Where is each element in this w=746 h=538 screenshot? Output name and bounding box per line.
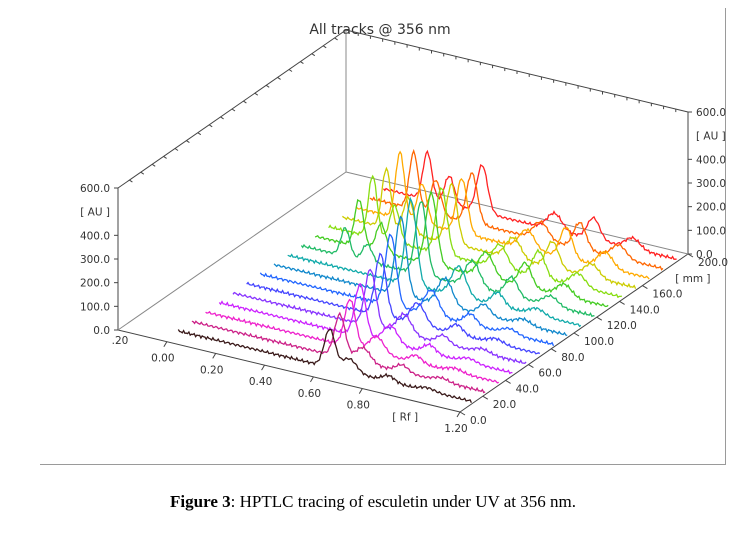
series-line-track-2 [191,311,486,394]
edge-tick [174,148,179,151]
edge-tick [163,155,167,159]
chromatogram-chart: All tracks @ 356 nm 0.0 100.0 200.0 300.0 40… [80,22,728,435]
edge-tick [151,163,156,167]
z-tick-mark [687,253,694,258]
z-tick-mark [505,379,511,384]
y-tick-label-right: 400.0 [696,154,726,166]
x-tick-mark [456,411,461,418]
y-tick-label-right: 600.0 [696,107,726,119]
z-tick-label: 200.0 [698,257,728,269]
z-tick-mark [459,411,466,416]
y-tick-label-right: 300.0 [696,178,726,190]
x-tick-label: 0.80 [347,400,370,412]
y-axis-label-left: [ AU ] [80,207,110,219]
y-axis-label-right: [ AU ] [696,131,726,143]
figure-frame [40,8,726,465]
x-tick-label: 0.60 [298,388,321,400]
x-tick-mark [261,364,266,371]
series-line-track-16 [382,149,677,260]
z-tick-label: 40.0 [516,383,539,395]
edge-tick [197,132,202,136]
chart-title: All tracks @ 356 nm [309,22,450,38]
traces-group [177,148,677,403]
x-tick-label: 0.20 [200,364,223,376]
series-line-track-10 [300,200,595,318]
z-tick-mark [596,316,603,321]
edge-tick [231,108,236,112]
x-tick-label-partial: .20 [112,335,129,347]
edge-tick [186,140,190,144]
z-tick-mark [642,285,648,290]
series-line-track-15 [369,148,664,271]
edge-tick [140,171,145,175]
series-line-track-6 [246,252,541,355]
x-tick-mark [309,376,314,383]
y-tick-label-left: 600.0 [80,183,110,195]
edge-tick [265,84,270,88]
z-tick-label: 20.0 [493,399,516,411]
z-tick-label: 140.0 [630,304,660,316]
edge-tick [311,53,316,57]
y-tick-label-right: 0.0 [696,249,713,261]
figure-caption: Figure 3: HPTLC tracing of esculetin und… [0,492,746,512]
y-tick-label-left: 100.0 [80,301,110,313]
z-tick-label: 60.0 [538,368,561,380]
y-tick-label-left: 200.0 [80,278,110,290]
z-tick-mark [550,348,557,353]
series-line-track-1 [177,328,472,403]
series-line-track-13 [342,166,637,289]
edge-tick [254,92,259,96]
x-tick-mark [163,341,168,347]
edge-tick [277,76,281,80]
z-tick-label: 80.0 [561,352,584,364]
series-line-track-9 [287,196,582,328]
back-bottom-left-edge [117,171,347,331]
z-tick-label: 0.0 [470,415,487,427]
x-tick-mark [358,388,363,394]
caption-text: : HPTLC tracing of esculetin under UV at… [230,492,576,511]
z-tick-mark [619,300,625,305]
z-tick-mark [482,395,489,400]
series-line-track-3 [205,298,500,384]
z-axis-label: [ mm ] [675,273,710,285]
edge-tick [208,124,213,128]
edge-tick [300,61,304,65]
series-line-track-14 [355,150,650,280]
edge-tick [243,100,247,104]
y-tick-label-left: 400.0 [80,230,110,242]
z-tick-label: 160.0 [652,289,682,301]
x-tick-mark [212,353,217,359]
y-tick-label-right: 100.0 [696,225,726,237]
z-tick-mark [528,364,534,369]
edge-tick [322,45,327,49]
z-tick-mark [573,332,580,337]
series-line-track-7 [259,233,555,347]
y-tick-label-left: 300.0 [80,254,110,266]
series-line-track-12 [328,174,623,299]
x-tick-label: 0.00 [151,353,174,365]
edge-tick [220,116,224,120]
series-line-track-8 [273,215,568,337]
series-line-track-4 [218,283,513,375]
edge-tick [334,37,338,41]
y-tick-label-left: 0.0 [93,325,110,337]
z-tick-label: 120.0 [607,320,637,332]
x-axis-label: [ Rf ] [392,411,418,423]
y-tick-label-right: 200.0 [696,202,726,214]
z-tick-label: 100.0 [584,336,614,348]
x-axis-line [117,329,461,413]
series-line-track-5 [232,268,527,364]
edge-tick [288,69,293,72]
back-bottom-edge [345,171,689,255]
ticks-group: 0.0 100.0 200.0 300.0 400.0 600.0 [ AU ] 0.0 100… [80,107,728,435]
x-tick-label: 1.20 [444,423,467,435]
edge-tick [129,179,133,183]
x-tick-label: 0.40 [249,376,272,388]
series-line-track-11 [314,190,609,308]
caption-label: Figure 3 [170,492,231,511]
